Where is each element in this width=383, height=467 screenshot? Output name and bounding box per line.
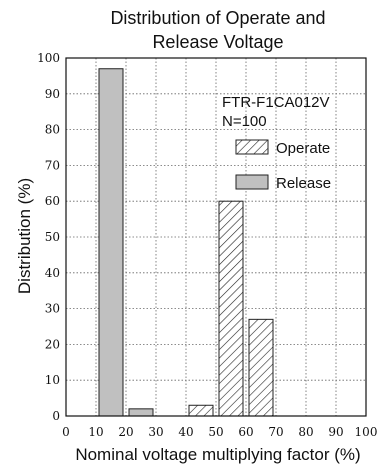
bar-operate-55 bbox=[218, 200, 244, 417]
x-tick-label: 60 bbox=[238, 425, 253, 439]
x-tick-labels: 0 10 20 30 40 50 60 70 80 90 100 bbox=[62, 425, 377, 439]
y-axis-label: Distribution (%) bbox=[15, 178, 34, 294]
x-axis-label: Nominal voltage multiplying factor (%) bbox=[75, 445, 360, 464]
y-tick-label: 20 bbox=[45, 337, 60, 351]
x-tick-label: 100 bbox=[355, 425, 378, 439]
y-tick-label: 0 bbox=[52, 409, 60, 423]
x-tick-label: 90 bbox=[328, 425, 343, 439]
y-tick-labels: 0 10 20 30 40 50 60 70 80 90 100 bbox=[37, 51, 60, 423]
x-tick-label: 30 bbox=[148, 425, 163, 439]
bar-release-15 bbox=[98, 68, 124, 417]
x-tick-label: 0 bbox=[62, 425, 70, 439]
legend-label-operate: Operate bbox=[276, 140, 330, 157]
y-tick-label: 40 bbox=[45, 266, 60, 280]
y-tick-label: 100 bbox=[37, 51, 60, 65]
y-tick-label: 30 bbox=[45, 302, 60, 316]
bar-operate-65 bbox=[248, 318, 274, 417]
chart-title-line-2: Release Voltage bbox=[152, 32, 283, 52]
y-tick-label: 70 bbox=[45, 158, 60, 172]
y-tick-label: 90 bbox=[45, 87, 60, 101]
legend-swatch-release bbox=[235, 174, 269, 190]
x-tick-label: 50 bbox=[208, 425, 223, 439]
annotation-model: FTR-F1CA012V bbox=[222, 94, 330, 111]
y-tick-label: 50 bbox=[45, 230, 60, 244]
plot-frame bbox=[65, 57, 367, 417]
chart-title-line-1: Distribution of Operate and bbox=[110, 8, 325, 28]
x-tick-label: 70 bbox=[268, 425, 283, 439]
legend-swatch-operate bbox=[235, 139, 269, 155]
bar-operate-45 bbox=[188, 404, 214, 417]
x-tick-label: 20 bbox=[118, 425, 133, 439]
x-tick-label: 80 bbox=[298, 425, 313, 439]
bar-release-25 bbox=[128, 408, 154, 417]
y-tick-label: 80 bbox=[45, 123, 60, 137]
annotation-sample-size: N=100 bbox=[222, 113, 267, 130]
legend-label-release: Release bbox=[276, 175, 331, 192]
y-tick-label: 60 bbox=[45, 194, 60, 208]
y-tick-label: 10 bbox=[45, 373, 60, 387]
x-tick-label: 10 bbox=[88, 425, 103, 439]
bars bbox=[98, 68, 274, 417]
x-tick-label: 40 bbox=[178, 425, 193, 439]
